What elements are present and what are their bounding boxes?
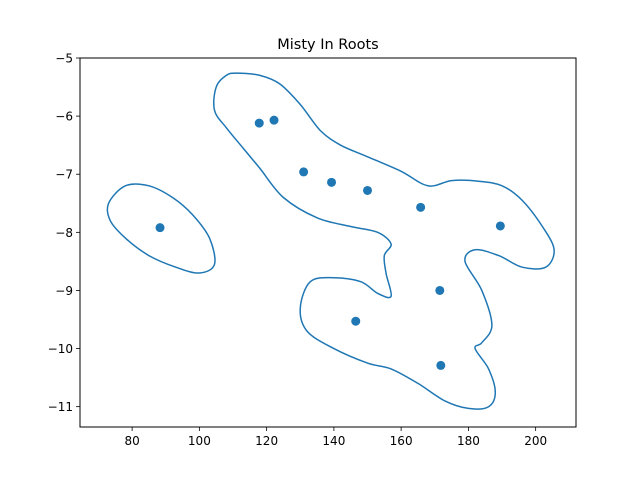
y-tick-label: −5 bbox=[55, 52, 73, 66]
data-point-10 bbox=[436, 360, 446, 370]
x-tick-label: 160 bbox=[390, 434, 413, 448]
x-tick-label: 100 bbox=[188, 434, 211, 448]
y-tick-label: −11 bbox=[48, 400, 73, 414]
x-tick-label: 120 bbox=[255, 434, 278, 448]
data-point-8 bbox=[435, 285, 445, 295]
data-point-3 bbox=[299, 167, 309, 177]
y-tick-label: −9 bbox=[55, 284, 73, 298]
x-tick-label: 80 bbox=[124, 434, 139, 448]
y-axis: −11 −10 −9 −8 −7 −6 −5 bbox=[48, 52, 80, 414]
contour-0 bbox=[106, 183, 216, 274]
contour-lines bbox=[106, 72, 555, 410]
y-tick-label: −7 bbox=[55, 168, 73, 182]
data-point-2 bbox=[269, 115, 279, 125]
data-points bbox=[155, 115, 505, 370]
x-axis: 80 100 120 140 160 180 200 bbox=[124, 427, 547, 448]
y-tick-label: −6 bbox=[55, 110, 73, 124]
data-point-9 bbox=[351, 316, 361, 326]
x-tick-label: 140 bbox=[322, 434, 345, 448]
x-tick-label: 200 bbox=[524, 434, 547, 448]
data-point-7 bbox=[495, 221, 505, 231]
x-tick-label: 180 bbox=[457, 434, 480, 448]
data-point-6 bbox=[416, 202, 426, 212]
plot-frame bbox=[79, 57, 577, 428]
y-tick-label: −8 bbox=[55, 226, 73, 240]
data-point-5 bbox=[363, 185, 373, 195]
data-point-1 bbox=[254, 118, 264, 128]
data-point-4 bbox=[327, 177, 337, 187]
y-tick-label: −10 bbox=[48, 342, 73, 356]
contour-1 bbox=[213, 72, 555, 410]
data-point-0 bbox=[155, 223, 165, 233]
chart-title: Misty In Roots bbox=[277, 37, 378, 53]
